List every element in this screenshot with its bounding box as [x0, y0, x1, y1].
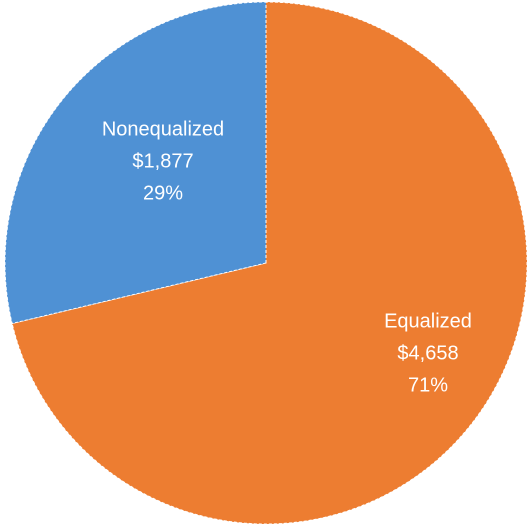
slice-value-label: $4,658: [397, 342, 458, 364]
pie-slice: [11, 1, 527, 525]
pie-slice: [4, 1, 267, 325]
slice-category-label: Nonequalized: [102, 118, 224, 140]
slice-percent-label: 29%: [143, 182, 183, 204]
slice-category-label: Equalized: [384, 310, 472, 332]
slice-value-label: $1,877: [132, 150, 193, 172]
slice-percent-label: 71%: [408, 374, 448, 396]
